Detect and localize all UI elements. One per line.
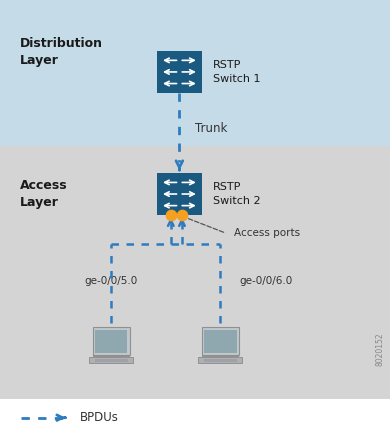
FancyBboxPatch shape [0,399,390,436]
Text: BPDUs: BPDUs [80,411,119,424]
FancyBboxPatch shape [202,355,239,357]
Text: RSTP
Switch 1: RSTP Switch 1 [213,60,260,84]
FancyBboxPatch shape [89,357,133,363]
FancyBboxPatch shape [204,330,236,353]
FancyBboxPatch shape [0,0,390,146]
Text: Access ports: Access ports [234,228,300,238]
Text: 8020152: 8020152 [376,332,385,366]
FancyBboxPatch shape [157,51,202,93]
Text: ge-0/0/5.0: ge-0/0/5.0 [85,276,138,286]
FancyBboxPatch shape [94,359,128,362]
FancyBboxPatch shape [198,357,242,363]
Text: RSTP
Switch 2: RSTP Switch 2 [213,182,260,206]
Text: Trunk: Trunk [195,122,227,135]
FancyBboxPatch shape [204,359,237,362]
FancyBboxPatch shape [202,327,239,355]
FancyBboxPatch shape [93,355,129,357]
Text: ge-0/0/6.0: ge-0/0/6.0 [240,276,293,286]
Text: Distribution
Layer: Distribution Layer [20,37,103,67]
FancyBboxPatch shape [95,330,127,353]
Text: Access
Layer: Access Layer [20,179,67,209]
Point [179,211,185,218]
FancyBboxPatch shape [93,327,129,355]
FancyBboxPatch shape [157,173,202,215]
FancyBboxPatch shape [0,146,390,399]
Point [168,211,174,218]
